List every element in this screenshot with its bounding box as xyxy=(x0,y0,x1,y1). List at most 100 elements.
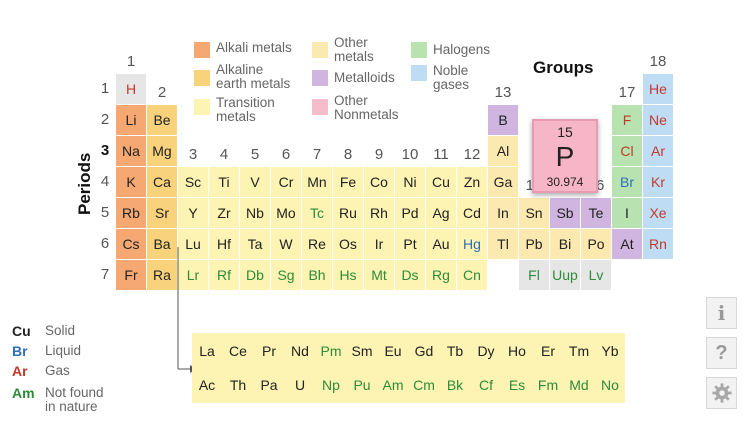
element-cell-ra[interactable]: Ra xyxy=(147,260,177,290)
element-cell-f[interactable]: F xyxy=(612,105,642,135)
element-cell-ho[interactable]: Ho xyxy=(502,336,532,366)
element-cell-rn[interactable]: Rn xyxy=(643,229,673,259)
element-cell-cs[interactable]: Cs xyxy=(116,229,146,259)
element-cell-am[interactable]: Am xyxy=(378,370,408,400)
element-cell-al[interactable]: Al xyxy=(488,136,518,166)
element-cell-kr[interactable]: Kr xyxy=(643,167,673,197)
element-cell-lu[interactable]: Lu xyxy=(178,229,208,259)
element-cell-ba[interactable]: Ba xyxy=(147,229,177,259)
element-cell-es[interactable]: Es xyxy=(502,370,532,400)
element-cell-tb[interactable]: Tb xyxy=(440,336,470,366)
element-cell-rf[interactable]: Rf xyxy=(209,260,239,290)
element-cell-hg[interactable]: Hg xyxy=(457,229,487,259)
element-cell-rh[interactable]: Rh xyxy=(364,198,394,228)
element-cell-nb[interactable]: Nb xyxy=(240,198,270,228)
element-cell-tc[interactable]: Tc xyxy=(302,198,332,228)
help-button[interactable]: ? xyxy=(706,337,737,369)
element-cell-ca[interactable]: Ca xyxy=(147,167,177,197)
settings-button[interactable] xyxy=(706,377,737,409)
element-cell-ne[interactable]: Ne xyxy=(643,105,673,135)
element-cell-cl[interactable]: Cl xyxy=(612,136,642,166)
element-cell-mo[interactable]: Mo xyxy=(271,198,301,228)
element-cell-fl[interactable]: Fl xyxy=(519,260,549,290)
element-cell-th[interactable]: Th xyxy=(223,370,253,400)
element-cell-bh[interactable]: Bh xyxy=(302,260,332,290)
element-cell-pr[interactable]: Pr xyxy=(254,336,284,366)
element-cell-y[interactable]: Y xyxy=(178,198,208,228)
element-cell-cn[interactable]: Cn xyxy=(457,260,487,290)
element-cell-md[interactable]: Md xyxy=(564,370,594,400)
element-cell-xe[interactable]: Xe xyxy=(643,198,673,228)
element-cell-cr[interactable]: Cr xyxy=(271,167,301,197)
element-cell-ar[interactable]: Ar xyxy=(643,136,673,166)
element-cell-hs[interactable]: Hs xyxy=(333,260,363,290)
element-cell-fe[interactable]: Fe xyxy=(333,167,363,197)
element-cell-w[interactable]: W xyxy=(271,229,301,259)
element-cell-na[interactable]: Na xyxy=(116,136,146,166)
element-cell-mg[interactable]: Mg xyxy=(147,136,177,166)
element-cell-sb[interactable]: Sb xyxy=(550,198,580,228)
element-cell-br[interactable]: Br xyxy=(612,167,642,197)
element-cell-yb[interactable]: Yb xyxy=(595,336,625,366)
element-cell-pm[interactable]: Pm xyxy=(316,336,346,366)
element-cell-k[interactable]: K xyxy=(116,167,146,197)
element-cell-cf[interactable]: Cf xyxy=(471,370,501,400)
element-cell-ru[interactable]: Ru xyxy=(333,198,363,228)
element-cell-np[interactable]: Np xyxy=(316,370,346,400)
element-cell-at[interactable]: At xyxy=(612,229,642,259)
info-button[interactable]: i xyxy=(706,297,737,329)
element-cell-be[interactable]: Be xyxy=(147,105,177,135)
element-cell-re[interactable]: Re xyxy=(302,229,332,259)
element-cell-ce[interactable]: Ce xyxy=(223,336,253,366)
element-cell-fr[interactable]: Fr xyxy=(116,260,146,290)
element-cell-fm[interactable]: Fm xyxy=(533,370,563,400)
element-cell-ag[interactable]: Ag xyxy=(426,198,456,228)
element-cell-sg[interactable]: Sg xyxy=(271,260,301,290)
element-cell-ac[interactable]: Ac xyxy=(192,370,222,400)
element-cell-tm[interactable]: Tm xyxy=(564,336,594,366)
element-cell-pt[interactable]: Pt xyxy=(395,229,425,259)
element-cell-dy[interactable]: Dy xyxy=(471,336,501,366)
element-cell-mn[interactable]: Mn xyxy=(302,167,332,197)
element-cell-pu[interactable]: Pu xyxy=(347,370,377,400)
element-cell-te[interactable]: Te xyxy=(581,198,611,228)
element-cell-ti[interactable]: Ti xyxy=(209,167,239,197)
element-cell-no[interactable]: No xyxy=(595,370,625,400)
element-cell-au[interactable]: Au xyxy=(426,229,456,259)
element-cell-he[interactable]: He xyxy=(643,74,673,104)
element-cell-bi[interactable]: Bi xyxy=(550,229,580,259)
element-cell-er[interactable]: Er xyxy=(533,336,563,366)
element-cell-pa[interactable]: Pa xyxy=(254,370,284,400)
element-cell-i[interactable]: I xyxy=(612,198,642,228)
element-cell-ds[interactable]: Ds xyxy=(395,260,425,290)
element-cell-db[interactable]: Db xyxy=(240,260,270,290)
element-cell-gd[interactable]: Gd xyxy=(409,336,439,366)
element-cell-rb[interactable]: Rb xyxy=(116,198,146,228)
element-cell-zr[interactable]: Zr xyxy=(209,198,239,228)
element-cell-in[interactable]: In xyxy=(488,198,518,228)
element-cell-sn[interactable]: Sn xyxy=(519,198,549,228)
element-cell-mt[interactable]: Mt xyxy=(364,260,394,290)
element-cell-ga[interactable]: Ga xyxy=(488,167,518,197)
element-cell-ta[interactable]: Ta xyxy=(240,229,270,259)
element-cell-sm[interactable]: Sm xyxy=(347,336,377,366)
element-cell-nd[interactable]: Nd xyxy=(285,336,315,366)
element-cell-b[interactable]: B xyxy=(488,105,518,135)
element-cell-lv[interactable]: Lv xyxy=(581,260,611,290)
element-cell-zn[interactable]: Zn xyxy=(457,167,487,197)
element-cell-rg[interactable]: Rg xyxy=(426,260,456,290)
element-cell-po[interactable]: Po xyxy=(581,229,611,259)
element-cell-cd[interactable]: Cd xyxy=(457,198,487,228)
element-cell-ir[interactable]: Ir xyxy=(364,229,394,259)
element-cell-tl[interactable]: Tl xyxy=(488,229,518,259)
element-cell-h[interactable]: H xyxy=(116,74,146,104)
element-cell-cu[interactable]: Cu xyxy=(426,167,456,197)
element-cell-uup[interactable]: Uup xyxy=(550,260,580,290)
element-cell-la[interactable]: La xyxy=(192,336,222,366)
element-cell-v[interactable]: V xyxy=(240,167,270,197)
element-cell-u[interactable]: U xyxy=(285,370,315,400)
element-cell-ni[interactable]: Ni xyxy=(395,167,425,197)
element-cell-lr[interactable]: Lr xyxy=(178,260,208,290)
element-cell-pb[interactable]: Pb xyxy=(519,229,549,259)
selected-element-popup[interactable]: 15 P 30.974 xyxy=(532,119,598,193)
